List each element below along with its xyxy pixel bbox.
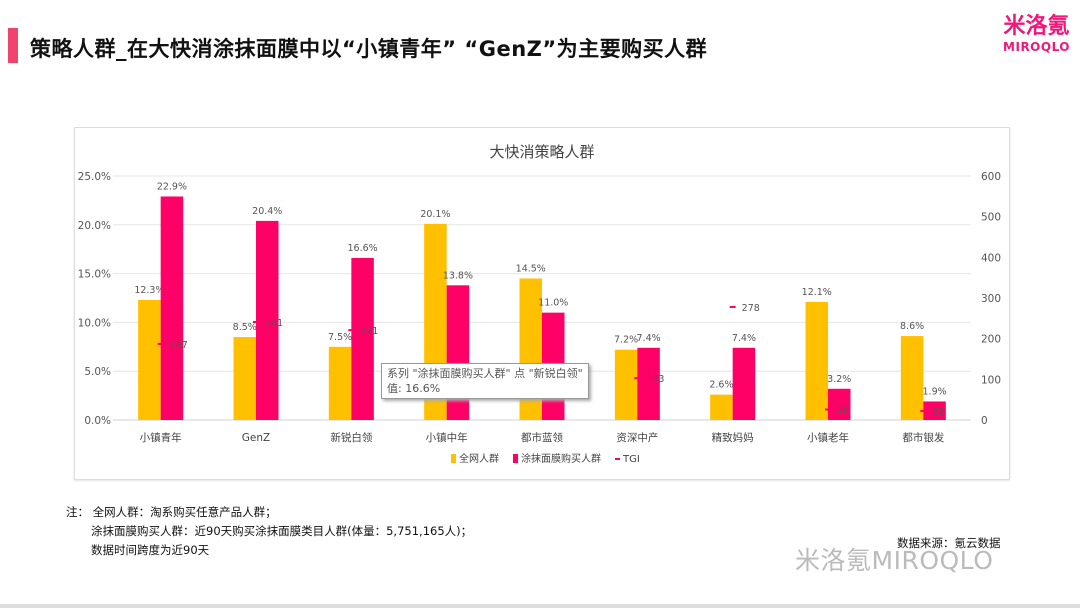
page-title: 策略人群_在大快消涂抹面膜中以“小镇青年” “GenZ”为主要购买人群 (30, 37, 708, 61)
data-label: 13.8% (443, 270, 473, 281)
data-label: 20.1% (420, 209, 450, 220)
bar-mask-buyers (637, 347, 660, 420)
chart-title: 大快消策略人群 (489, 143, 594, 161)
bar-all (233, 337, 256, 420)
right-axis-tick: 0 (981, 415, 988, 427)
legend-label: TGI (622, 454, 640, 465)
bar-mask-buyers (923, 401, 946, 420)
right-axis-tick: 300 (981, 293, 1001, 305)
left-axis-tick: 15.0% (78, 269, 111, 281)
data-label: 3.2% (827, 374, 851, 385)
left-axis-tick: 5.0% (84, 366, 111, 378)
tgi-label: 103 (646, 374, 664, 385)
category-label: 小镇中年 (426, 431, 468, 444)
data-label: 16.6% (347, 243, 377, 254)
left-axis-tick: 25.0% (78, 171, 111, 183)
category-label: 小镇青年 (140, 431, 182, 444)
note-line: 涂抹面膜购买人群：近90天购买涂抹面膜类目人群(体量：5,751,165人)； (91, 524, 473, 538)
data-label: 1.9% (923, 386, 947, 397)
tgi-label: 241 (265, 318, 283, 329)
data-label: 11.0% (538, 298, 568, 309)
bar-mask-buyers (828, 388, 851, 420)
logo: 米洛氪 MIROQLO (1003, 14, 1070, 54)
right-axis-tick: 100 (981, 374, 1001, 386)
data-label: 12.1% (802, 287, 832, 298)
bar-all (900, 336, 924, 420)
data-label: 7.4% (732, 333, 756, 344)
legend-swatch (513, 454, 518, 463)
tooltip-value: 值: 16.6% (387, 382, 441, 395)
bar-all (614, 349, 638, 420)
bar-mask-buyers (256, 220, 279, 420)
data-label: 14.5% (516, 263, 546, 274)
tgi-label: 278 (742, 303, 760, 314)
right-axis-tick: 600 (981, 171, 1001, 183)
bar-all (805, 301, 828, 420)
category-label: 资深中产 (616, 431, 658, 444)
bar-all (710, 394, 733, 420)
data-label: 8.5% (233, 322, 257, 333)
left-axis-tick: 20.0% (78, 220, 111, 232)
data-label: 8.6% (900, 321, 924, 332)
legend-swatch (451, 454, 456, 463)
divider (0, 604, 1080, 608)
note-line: 数据时间跨度为近90天 (91, 543, 210, 557)
data-label: 7.5% (328, 332, 352, 343)
notes: 注： 全网人群：淘系购买任意产品人群； 涂抹面膜购买人群：近90天购买涂抹面膜类… (66, 503, 472, 560)
legend-label: 全网人群 (459, 452, 499, 465)
logo-en: MIROQLO (1003, 40, 1070, 54)
bar-all (138, 299, 161, 420)
chart-container: 大快消策略人群 0.0% 5.0% 10.0% 15.0% 20.0% 25.0% 0 100… (74, 127, 1010, 480)
bar-mask-buyers (446, 285, 470, 420)
data-label: 22.9% (157, 181, 187, 192)
tgi-label: 22 (932, 407, 944, 418)
note-line: 注： 全网人群：淘系购买任意产品人群； (66, 505, 277, 519)
left-axis-tick: 0.0% (84, 415, 111, 427)
category-label: 新锐白领 (330, 431, 372, 444)
category-label: 都市蓝领 (521, 431, 563, 444)
bar-mask-buyers (351, 257, 374, 420)
category-label: 都市银发 (902, 431, 944, 444)
category-label: GenZ (242, 432, 270, 444)
data-label: 20.4% (252, 206, 282, 217)
data-label: 7.2% (614, 335, 638, 346)
category-label: 精致妈妈 (712, 431, 754, 444)
tgi-label: 26 (837, 405, 849, 416)
left-axis-tick: 10.0% (78, 317, 111, 329)
tgi-label: 221 (360, 326, 378, 337)
right-axis-tick: 200 (981, 334, 1001, 346)
bar-mask-buyers (732, 347, 756, 420)
tooltip: 系列 "涂抹面膜购买人群" 点 "新锐白领" 值: 16.6% (381, 363, 589, 399)
data-label: 2.6% (709, 380, 733, 391)
title-accent-bar (8, 28, 18, 63)
right-axis-tick: 400 (981, 252, 1001, 264)
right-axis-tick: 500 (981, 212, 1001, 224)
legend-label: 涂抹面膜购买人群 (521, 452, 601, 465)
data-label: 7.4% (637, 333, 661, 344)
bar-mask-buyers (160, 196, 184, 420)
category-label: 小镇老年 (807, 431, 849, 444)
data-label: 12.3% (134, 285, 164, 296)
chart: 大快消策略人群 0.0% 5.0% 10.0% 15.0% 20.0% 25.0% 0 100… (78, 143, 1001, 465)
tooltip-series: 系列 "涂抹面膜购买人群" 点 "新锐白领" (387, 367, 583, 380)
logo-cn: 米洛氪 (1003, 14, 1070, 39)
bar-all (328, 346, 352, 420)
data-source: 数据来源：氪云数据 (897, 536, 1001, 550)
tgi-label: 187 (170, 340, 188, 351)
watermark: 米洛氪MIROQLO (795, 546, 994, 575)
